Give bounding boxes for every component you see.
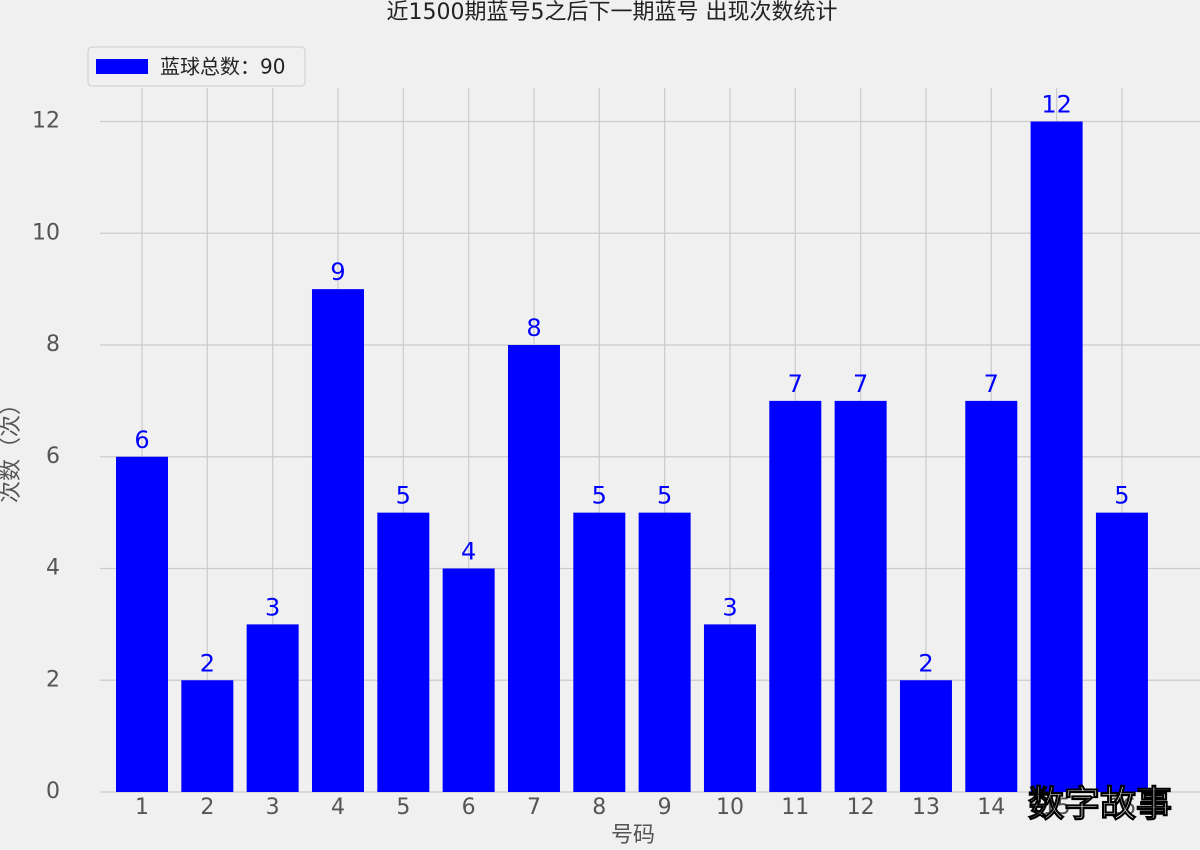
bar (769, 400, 822, 792)
value-label: 7 (853, 370, 868, 398)
bar (573, 512, 626, 792)
bar (507, 345, 560, 792)
legend-label: 蓝球总数：90 (160, 55, 285, 79)
x-axis-label: 号码 (611, 823, 655, 848)
x-tick-label: 12 (847, 795, 875, 820)
value-label: 5 (657, 482, 672, 510)
value-label: 3 (265, 593, 280, 621)
bar (181, 680, 234, 792)
x-tick-label: 13 (912, 795, 940, 820)
value-label: 2 (200, 649, 215, 677)
y-tick-label: 0 (46, 779, 60, 804)
x-tick-label: 11 (781, 795, 809, 820)
y-tick-label: 10 (32, 220, 60, 245)
bar (834, 400, 887, 792)
value-label: 5 (592, 482, 607, 510)
value-label: 8 (526, 314, 541, 342)
bar (899, 680, 952, 792)
x-tick-label: 10 (716, 795, 744, 820)
bar (703, 624, 756, 792)
y-tick-label: 4 (46, 556, 60, 581)
x-tick-label: 5 (396, 795, 410, 820)
watermark: 数字故事 (1028, 784, 1172, 825)
y-axis-label: 次数（次） (0, 393, 24, 503)
x-tick-label: 8 (592, 795, 606, 820)
value-label: 9 (330, 258, 345, 286)
value-label: 5 (1114, 482, 1129, 510)
bar (1030, 121, 1083, 793)
x-tick-label: 16 (1108, 795, 1136, 820)
bar (377, 512, 430, 792)
value-label: 4 (461, 538, 476, 566)
bar (116, 456, 168, 792)
y-tick-label: 2 (46, 667, 60, 692)
legend-swatch (96, 59, 148, 74)
x-tick-label: 4 (331, 795, 345, 820)
chart-title: 近1500期蓝号5之后下一期蓝号 出现次数统计 (387, 0, 838, 25)
legend-box (87, 46, 306, 87)
bar (965, 400, 1018, 792)
x-tick-label: 3 (266, 795, 280, 820)
value-label: 3 (722, 593, 737, 621)
x-tick-label: 9 (658, 795, 672, 820)
bar (311, 289, 364, 792)
bars: 6 2 3 9 5 4 8 5 5 3 7 7 2 7 12 5 (116, 91, 1148, 793)
x-tick-label: 15 (1043, 795, 1071, 820)
value-label: 5 (396, 482, 411, 510)
x-tick-label: 7 (527, 795, 541, 820)
value-label: 7 (984, 370, 999, 398)
x-tick-label: 14 (977, 795, 1005, 820)
x-tick-label: 6 (462, 795, 476, 820)
value-label: 7 (788, 370, 803, 398)
value-label: 6 (134, 426, 149, 454)
x-tick-label: 2 (200, 795, 214, 820)
bar (246, 624, 299, 792)
legend: 蓝球总数：90 (87, 46, 306, 87)
y-tick-label: 6 (46, 444, 60, 469)
value-label: 2 (918, 649, 933, 677)
x-tick-label: 1 (135, 795, 149, 820)
bar (442, 568, 495, 792)
value-label: 12 (1041, 91, 1072, 119)
y-tick-label: 12 (32, 109, 60, 134)
bar (638, 512, 691, 792)
y-tick-label: 8 (46, 332, 60, 357)
bar (1095, 512, 1148, 792)
